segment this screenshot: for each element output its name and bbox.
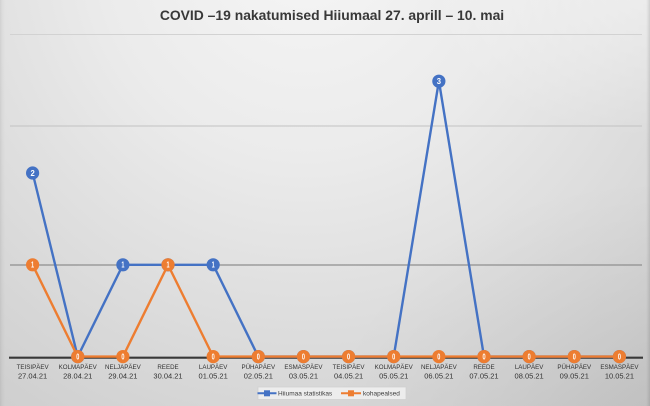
svg-text:TEISIPÄEV: TEISIPÄEV [333, 364, 366, 371]
svg-text:Hiiumaa statistikas: Hiiumaa statistikas [278, 391, 333, 398]
svg-text:1: 1 [166, 261, 170, 270]
svg-text:2: 2 [30, 169, 35, 178]
svg-text:NELJAPÄEV: NELJAPÄEV [421, 364, 458, 371]
svg-text:0: 0 [121, 352, 125, 361]
svg-text:LAUPÄEV: LAUPÄEV [199, 364, 228, 371]
svg-text:1: 1 [31, 261, 35, 270]
svg-text:TEISIPÄEV: TEISIPÄEV [17, 364, 50, 371]
svg-text:NELJAPÄEV: NELJAPÄEV [105, 364, 142, 371]
svg-text:0: 0 [302, 352, 306, 361]
svg-text:REEDE: REEDE [157, 364, 178, 371]
svg-text:0: 0 [482, 352, 486, 361]
svg-text:07.05.21: 07.05.21 [469, 372, 498, 381]
svg-text:10.05.21: 10.05.21 [605, 372, 634, 381]
svg-text:03.05.21: 03.05.21 [289, 372, 318, 381]
svg-text:0: 0 [437, 352, 441, 361]
svg-text:kohapealsed: kohapealsed [363, 391, 400, 398]
svg-text:30.04.21: 30.04.21 [153, 372, 182, 381]
svg-text:0: 0 [392, 352, 396, 361]
svg-text:PÜHAPÄEV: PÜHAPÄEV [557, 364, 592, 371]
svg-text:0: 0 [212, 352, 216, 361]
svg-text:01.05.21: 01.05.21 [199, 372, 228, 381]
svg-text:28.04.21: 28.04.21 [63, 372, 92, 381]
svg-text:06.05.21: 06.05.21 [424, 372, 453, 381]
svg-text:0: 0 [257, 352, 261, 361]
svg-text:29.04.21: 29.04.21 [108, 372, 137, 381]
svg-text:0: 0 [618, 352, 622, 361]
svg-text:0: 0 [76, 352, 80, 361]
svg-text:ESMASPÄEV: ESMASPÄEV [600, 364, 639, 371]
svg-text:REEDE: REEDE [473, 364, 494, 371]
svg-text:1: 1 [212, 261, 216, 270]
svg-text:ESMASPÄEV: ESMASPÄEV [284, 364, 323, 371]
svg-text:04.05.21: 04.05.21 [334, 372, 363, 381]
svg-text:02.05.21: 02.05.21 [244, 372, 273, 381]
svg-text:KOLMAPÄEV: KOLMAPÄEV [375, 364, 414, 371]
svg-text:3: 3 [437, 77, 442, 86]
svg-text:05.05.21: 05.05.21 [379, 372, 408, 381]
svg-text:0: 0 [347, 352, 351, 361]
svg-text:LAUPÄEV: LAUPÄEV [515, 364, 544, 371]
svg-text:09.05.21: 09.05.21 [560, 372, 589, 381]
svg-text:27.04.21: 27.04.21 [18, 372, 47, 381]
svg-text:0: 0 [573, 352, 577, 361]
svg-text:PÜHAPÄEV: PÜHAPÄEV [241, 364, 276, 371]
svg-text:08.05.21: 08.05.21 [515, 372, 544, 381]
svg-text:COVID –19 nakatumised Hiiumaal: COVID –19 nakatumised Hiiumaal 27. april… [160, 7, 504, 23]
svg-text:1: 1 [121, 261, 125, 270]
svg-text:0: 0 [528, 352, 532, 361]
svg-text:KOLMAPÄEV: KOLMAPÄEV [59, 364, 98, 371]
